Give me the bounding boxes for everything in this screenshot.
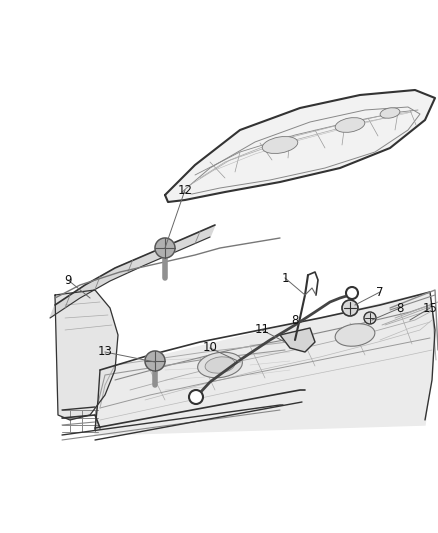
Circle shape (363, 312, 375, 324)
Ellipse shape (379, 108, 399, 118)
Circle shape (345, 287, 357, 299)
Ellipse shape (335, 118, 364, 132)
Text: 9: 9 (64, 273, 71, 287)
Circle shape (155, 238, 175, 258)
Ellipse shape (334, 324, 374, 346)
Ellipse shape (261, 136, 297, 154)
Text: 13: 13 (97, 345, 112, 359)
Text: 8: 8 (396, 302, 403, 314)
Polygon shape (55, 290, 118, 420)
Circle shape (145, 351, 165, 371)
Circle shape (189, 390, 202, 404)
Text: 8: 8 (291, 313, 298, 327)
Polygon shape (279, 328, 314, 352)
Text: 7: 7 (375, 286, 383, 298)
Polygon shape (165, 90, 434, 202)
Text: 12: 12 (177, 183, 192, 197)
Text: 10: 10 (202, 342, 217, 354)
Ellipse shape (197, 352, 242, 378)
Polygon shape (50, 225, 215, 318)
Text: 11: 11 (254, 324, 269, 336)
Text: 1: 1 (281, 271, 288, 285)
Text: 15: 15 (422, 302, 436, 314)
Polygon shape (95, 292, 434, 435)
Ellipse shape (205, 357, 234, 373)
Circle shape (341, 300, 357, 316)
